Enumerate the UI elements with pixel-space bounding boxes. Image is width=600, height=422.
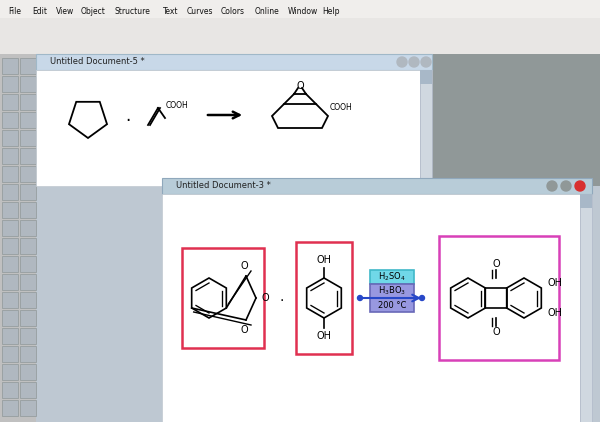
Bar [182,248,264,348]
Bar [2,364,18,380]
Text: Curves: Curves [187,6,214,16]
Bar [36,54,432,70]
Bar [20,76,36,92]
Bar [2,58,18,74]
Bar [2,130,18,146]
Text: OH: OH [317,255,331,265]
Bar [20,130,36,146]
Text: COOH: COOH [330,103,353,113]
Text: O: O [492,327,500,337]
Bar [2,148,18,164]
Bar [20,238,36,254]
Text: ·: · [125,112,131,130]
Bar [2,328,18,344]
Bar [2,112,18,128]
Bar [162,178,592,194]
Bar [20,364,36,380]
Circle shape [575,181,585,191]
Circle shape [419,295,425,300]
Text: Object: Object [80,6,106,16]
Bar [20,58,36,74]
Text: Text: Text [163,6,178,16]
Bar [20,292,36,308]
Bar [2,310,18,326]
Bar [2,274,18,290]
Circle shape [409,57,419,67]
Circle shape [561,181,571,191]
Bar [2,76,18,92]
Bar [2,202,18,218]
Text: O: O [261,293,269,303]
Bar [370,270,414,284]
Bar [2,400,18,416]
Bar [370,298,414,312]
Bar [36,70,420,186]
Text: Online: Online [254,6,279,16]
Bar [420,70,432,84]
Text: OH: OH [317,331,331,341]
Bar [20,274,36,290]
Circle shape [397,57,407,67]
Text: ·: · [280,294,284,308]
Text: O: O [240,325,248,335]
Text: OH: OH [547,278,562,288]
Bar [580,194,592,422]
Bar [2,94,18,110]
Text: O: O [240,261,248,271]
Bar [20,256,36,272]
Text: H$_2$SO$_4$: H$_2$SO$_4$ [378,271,406,283]
Bar [20,184,36,200]
Circle shape [358,295,362,300]
Text: OH: OH [547,308,562,318]
Text: Edit: Edit [32,6,47,16]
Bar [2,220,18,236]
Bar [296,242,352,354]
Text: View: View [56,6,74,16]
Text: COOH: COOH [166,100,189,109]
Bar [20,400,36,416]
Text: Untitled Document-5 *: Untitled Document-5 * [50,57,145,67]
Bar [20,148,36,164]
Bar [20,202,36,218]
Text: Untitled Document-3 *: Untitled Document-3 * [176,181,271,190]
Text: File: File [8,6,21,16]
Bar [20,310,36,326]
Text: Window: Window [288,6,319,16]
Bar [580,194,592,208]
Text: H$_3$BO$_3$: H$_3$BO$_3$ [378,285,406,297]
Bar [439,236,559,360]
Bar [0,18,600,36]
Circle shape [547,181,557,191]
Bar [370,284,414,298]
Bar [20,112,36,128]
Text: 200 °C: 200 °C [378,300,406,309]
Bar [2,346,18,362]
Bar [20,382,36,398]
Circle shape [421,57,431,67]
Bar [432,54,600,186]
Bar [2,238,18,254]
Bar [20,166,36,182]
Text: O: O [296,81,304,91]
Bar [420,70,432,186]
Bar [2,184,18,200]
Bar [0,0,600,18]
Text: Help: Help [322,6,340,16]
Bar [2,382,18,398]
Bar [20,94,36,110]
Bar [20,346,36,362]
Bar [2,292,18,308]
Bar [162,194,580,422]
Bar [2,166,18,182]
Bar [2,256,18,272]
Text: Structure: Structure [115,6,150,16]
Bar [0,54,36,422]
Text: Colors: Colors [221,6,245,16]
Bar [20,328,36,344]
Text: O: O [492,259,500,269]
Bar [20,220,36,236]
Bar [0,36,600,54]
